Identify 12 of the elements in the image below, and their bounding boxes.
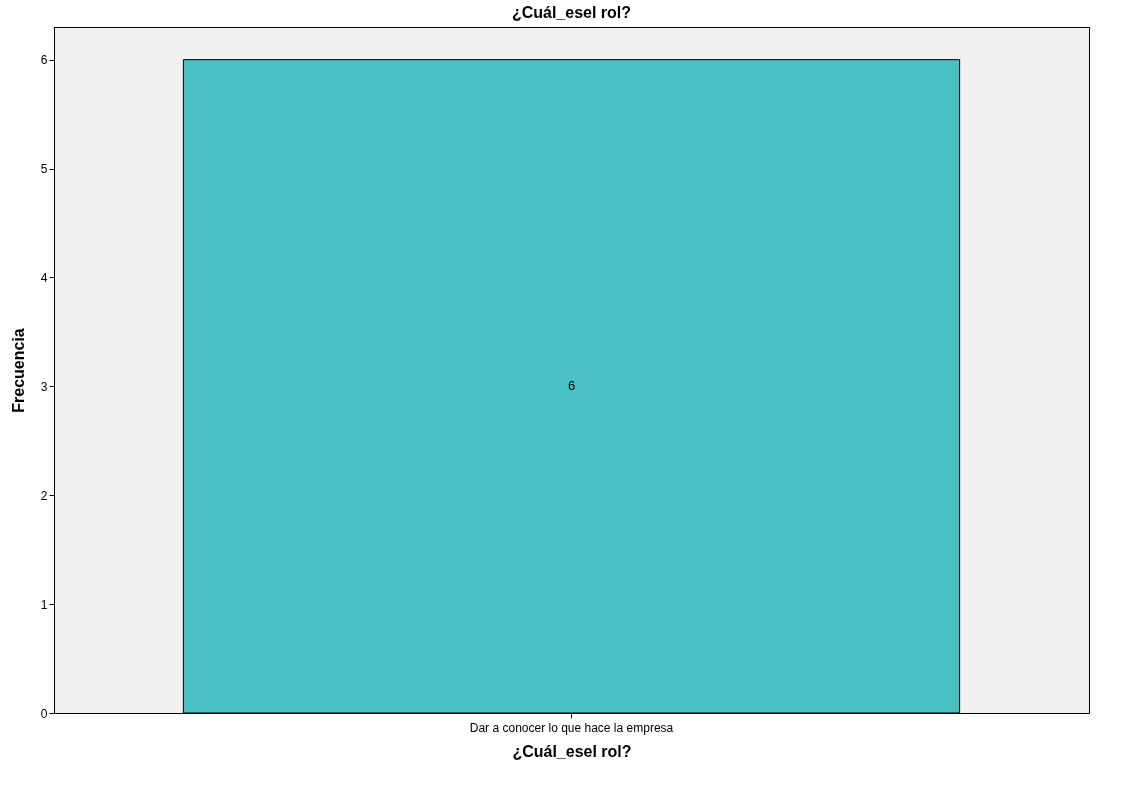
y-tick-label: 3 — [40, 379, 48, 394]
y-tick-label: 0 — [40, 706, 48, 721]
y-axis-title: Frecuencia — [9, 328, 27, 413]
x-tick-label: Dar a conocer lo que hace la empresa — [469, 720, 674, 735]
y-tick-label: 5 — [40, 162, 48, 177]
chart-title: ¿Cuál_esel rol? — [511, 4, 632, 21]
y-tick-label: 1 — [40, 597, 48, 612]
y-tick-label: 2 — [40, 488, 48, 503]
x-axis-title: ¿Cuál_esel rol? — [512, 742, 632, 760]
y-tick-label: 6 — [40, 53, 48, 68]
data-label: 6 — [567, 378, 576, 394]
y-tick-label: 4 — [40, 270, 48, 285]
